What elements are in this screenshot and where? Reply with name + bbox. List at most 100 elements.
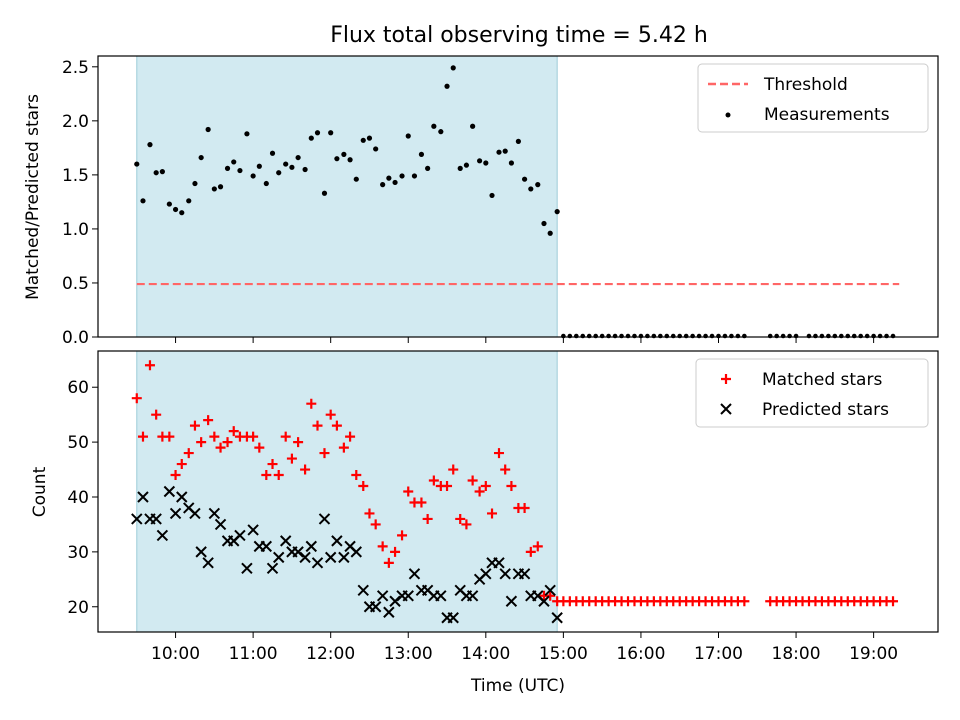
- measurement-point: [166, 201, 172, 207]
- matched-point: [170, 470, 181, 481]
- measurement-point: [147, 142, 153, 148]
- measurement-point: [625, 333, 631, 339]
- predicted-point: [318, 513, 331, 525]
- matched-point: [422, 513, 433, 524]
- matched-point: [137, 431, 148, 442]
- predicted-point: [260, 540, 273, 553]
- predicted-point: [311, 557, 324, 569]
- measurement-point: [832, 333, 838, 339]
- matched-point: [519, 502, 530, 513]
- y-tick-label: 1.0: [62, 220, 89, 240]
- measurement-point: [263, 180, 269, 187]
- matched-point: [455, 513, 466, 524]
- y-tick-label: 1.5: [62, 166, 89, 186]
- predicted-point: [241, 562, 253, 575]
- measurement-point: [845, 333, 851, 339]
- predicted-point: [408, 568, 421, 580]
- predicted-point: [273, 551, 285, 564]
- predicted-point: [195, 546, 207, 558]
- ratio-y-ticks: 0.0 0.5 1.0 1.5 2.0 2.5: [62, 58, 98, 348]
- measurement-point: [192, 180, 198, 187]
- measurement-point: [606, 333, 611, 339]
- measurement-point: [619, 333, 624, 339]
- matched-point: [319, 448, 330, 459]
- count-panel: 20 30 40 50 60 10:00 11:00 12:00 13:00 14:00 15:0…: [30, 350, 939, 696]
- matched-point: [209, 431, 220, 442]
- matched-point: [493, 448, 504, 459]
- measurement-point: [444, 83, 450, 89]
- measurement-point: [489, 192, 495, 199]
- count-observing-window: [136, 350, 558, 633]
- measurement-point: [677, 333, 683, 339]
- matched-point: [467, 475, 478, 486]
- predicted-point: [389, 595, 401, 607]
- count-x-ticks: 10:00 11:00 12:00 13:00 14:00 15:00 16:00 17:00…: [151, 632, 898, 664]
- measurement-point: [541, 220, 547, 227]
- measurement-point: [366, 135, 373, 141]
- y-tick-label: 0.5: [62, 274, 89, 294]
- measurement-point: [508, 160, 515, 166]
- measurement-point: [826, 333, 831, 339]
- x-tick-label: 10:00: [151, 644, 200, 664]
- measurement-point: [703, 333, 708, 339]
- matched-legend-swatch: [721, 374, 731, 384]
- x-tick-label: 15:00: [539, 644, 588, 664]
- measurement-point: [250, 173, 256, 179]
- predicted-point: [493, 557, 505, 569]
- ratio-plot-frame: [97, 55, 939, 338]
- predicted-point: [156, 529, 169, 542]
- matched-point: [345, 431, 356, 442]
- count-plot-frame: [97, 350, 939, 633]
- matched-point: [487, 508, 498, 519]
- measurement-point: [632, 333, 637, 339]
- predicted-point: [299, 551, 311, 564]
- measurement-point: [839, 333, 844, 339]
- matched-point: [222, 437, 233, 448]
- matched-point: [500, 464, 511, 475]
- matched-point: [428, 475, 439, 486]
- matched-point: [739, 596, 750, 607]
- measurement-point: [658, 333, 663, 339]
- predicted-point: [208, 507, 221, 520]
- y-tick-label: 50: [67, 433, 89, 453]
- measurement-point: [722, 333, 728, 339]
- predicted-point: [369, 601, 382, 613]
- matched-legend-marker: [721, 374, 731, 384]
- matched-point: [280, 431, 291, 442]
- matched-point: [461, 519, 472, 530]
- measurement-point: [392, 179, 398, 186]
- measurement-point: [664, 333, 670, 339]
- predicted-point: [247, 524, 259, 536]
- matched-point: [532, 541, 543, 552]
- predicted-point: [447, 612, 459, 624]
- measurement-point: [224, 165, 231, 171]
- measurement-point: [134, 161, 140, 167]
- y-tick-label: 60: [67, 378, 89, 398]
- predicted-point: [350, 546, 362, 558]
- measurement-point: [470, 123, 476, 129]
- predicted-point: [518, 568, 531, 580]
- predicted-point: [338, 551, 350, 564]
- measurement-point: [140, 198, 146, 204]
- measurement-point: [670, 333, 676, 339]
- measurement-point: [567, 333, 573, 339]
- predicted-point: [150, 513, 162, 525]
- predicted-point: [551, 612, 563, 624]
- predicted-legend-marker: [720, 403, 732, 415]
- measurement-point: [477, 158, 483, 164]
- measurement-point: [729, 333, 734, 339]
- measurement-point: [651, 333, 657, 339]
- matched-legend-label: Matched stars: [762, 370, 882, 390]
- count-y-axis-label: Count: [30, 466, 50, 517]
- predicted-point: [383, 606, 395, 618]
- measurement-point: [554, 209, 560, 215]
- measurement-point: [425, 165, 431, 171]
- measurement-point: [547, 230, 553, 236]
- matched-point: [189, 420, 200, 431]
- matched-point: [164, 431, 175, 442]
- matched-point: [273, 470, 284, 481]
- count-legend: Matched stars Predicted stars: [695, 358, 929, 428]
- predicted-point: [176, 491, 188, 503]
- matched-point: [403, 486, 414, 497]
